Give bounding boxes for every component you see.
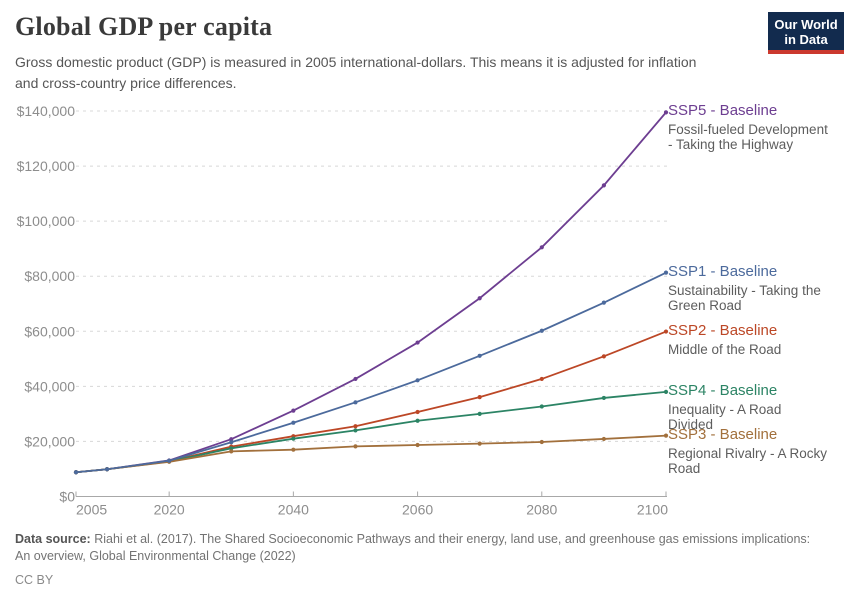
data-point-ssp1-2010[interactable]	[104, 467, 110, 472]
series-description-ssp4-line-1: Inequality - A Road	[668, 401, 782, 417]
series-description-ssp3-line-2: Road	[668, 460, 701, 476]
license-badge[interactable]: CC BY	[15, 573, 54, 587]
data-point-ssp2-2050[interactable]	[353, 424, 358, 429]
data-point-ssp1-2100[interactable]	[663, 270, 669, 275]
data-point-ssp5-2100[interactable]	[663, 110, 669, 115]
data-point-ssp4-2100[interactable]	[663, 389, 669, 394]
data-point-ssp3-2060[interactable]	[415, 442, 420, 448]
subtitle-line-1: Gross domestic product (GDP) is measured…	[15, 54, 697, 70]
data-source-line-2: An overview, Global Environmental Change…	[15, 549, 296, 563]
data-point-ssp1-2030[interactable]	[229, 440, 234, 445]
data-point-ssp2-2060[interactable]	[415, 409, 420, 415]
data-point-ssp3-2100[interactable]	[663, 433, 669, 438]
data-point-ssp5-2070[interactable]	[477, 296, 482, 301]
data-point-ssp1-2050[interactable]	[353, 400, 358, 405]
x-tick-label: 2080	[526, 502, 557, 518]
x-tick-label: 2005	[76, 502, 107, 518]
series-name-ssp2: SSP2 - Baseline	[668, 321, 778, 339]
data-point-ssp4-2030[interactable]	[229, 446, 234, 451]
data-point-ssp5-2040[interactable]	[291, 408, 296, 413]
data-source-text: Riahi et al. (2017). The Shared Socioeco…	[94, 532, 811, 546]
data-point-ssp3-2090[interactable]	[601, 436, 606, 442]
data-point-ssp5-2060[interactable]	[415, 340, 420, 345]
series-name-ssp1: SSP1 - Baseline	[668, 262, 778, 280]
data-point-ssp1-2020[interactable]	[167, 458, 172, 463]
data-point-ssp3-2030[interactable]	[229, 449, 234, 454]
data-point-ssp4-2040[interactable]	[291, 436, 296, 441]
y-tick-label: $40,000	[24, 378, 75, 394]
chart-footer: Data source: Riahi et al. (2017). The Sh…	[15, 531, 810, 589]
series-description-ssp1-line-2: Green Road	[668, 297, 742, 313]
data-point-ssp5-2090[interactable]	[601, 183, 606, 188]
y-tick-label: $80,000	[24, 268, 75, 284]
data-source-label: Data source:	[15, 532, 91, 546]
y-tick-label: $60,000	[24, 323, 75, 339]
data-point-ssp2-2080[interactable]	[539, 376, 544, 382]
data-point-ssp1-2060[interactable]	[415, 378, 420, 383]
owid-logo[interactable]: Our World in Data	[768, 12, 844, 54]
data-point-ssp5-2030[interactable]	[229, 437, 234, 442]
series-name-ssp3: SSP3 - Baseline	[668, 425, 778, 443]
data-point-ssp1-2040[interactable]	[291, 420, 296, 425]
data-point-ssp3-2070[interactable]	[477, 441, 482, 446]
series-line-ssp1[interactable]	[75, 271, 667, 474]
data-point-ssp2-2100[interactable]	[663, 329, 669, 334]
y-tick-label: $100,000	[17, 213, 76, 229]
data-point-ssp3-2050[interactable]	[353, 444, 358, 449]
data-source-line-1: Data source: Riahi et al. (2017). The Sh…	[15, 531, 810, 548]
series-description-ssp2-line-1: Middle of the Road	[668, 341, 782, 357]
data-point-ssp4-2080[interactable]	[539, 404, 544, 409]
y-tick-label: $0	[59, 489, 75, 505]
data-point-ssp4-2050[interactable]	[353, 428, 358, 433]
series-name-ssp4: SSP4 - Baseline	[668, 381, 778, 399]
x-tick-label: 2020	[154, 502, 185, 518]
series-label-ssp1[interactable]: SSP1 - Baseline Sustainability - Taking t…	[668, 262, 846, 313]
chart-subtitle: Gross domestic product (GDP) is measured…	[15, 52, 696, 94]
x-tick-label: 2100	[637, 502, 668, 518]
data-point-ssp3-2080[interactable]	[539, 439, 544, 445]
series-description-ssp3-line-1: Regional Rivalry - A Rocky	[668, 445, 828, 461]
y-tick-label: $20,000	[24, 433, 75, 449]
data-point-ssp1-2070[interactable]	[477, 353, 482, 358]
data-point-ssp1-2005[interactable]	[73, 470, 79, 475]
owid-logo-line-1: Our World	[774, 17, 838, 32]
data-point-ssp5-2080[interactable]	[539, 245, 544, 250]
series-description-ssp5-line-2: - Taking the Highway	[668, 137, 794, 153]
series-label-ssp2[interactable]: SSP2 - Baseline Middle of the Road	[668, 321, 846, 357]
y-tick-label: $140,000	[17, 103, 76, 119]
data-point-ssp4-2060[interactable]	[415, 418, 420, 423]
series-description-ssp4-line-2: Divided	[668, 416, 714, 432]
data-point-ssp4-2090[interactable]	[601, 395, 606, 401]
data-point-ssp2-2070[interactable]	[477, 394, 482, 400]
x-tick-label: 2060	[402, 502, 433, 518]
data-point-ssp5-2050[interactable]	[353, 376, 358, 382]
series-label-ssp3[interactable]: SSP3 - Baseline Regional Rivalry - A Rock…	[668, 425, 846, 476]
owid-logo-line-2: in Data	[784, 32, 828, 47]
series-label-ssp5[interactable]: SSP5 - Baseline Fossil-fueled Development…	[668, 102, 846, 153]
page-title: Global GDP per capita	[15, 12, 273, 41]
series-name-ssp5: SSP5 - Baseline	[668, 102, 778, 120]
data-point-ssp2-2090[interactable]	[601, 354, 606, 359]
y-tick-label: $120,000	[17, 158, 76, 174]
series-label-ssp4[interactable]: SSP4 - Baseline Inequality - A Road Divide…	[668, 381, 846, 432]
series-description-ssp5-line-1: Fossil-fueled Development	[668, 122, 828, 138]
subtitle-line-2: and cross-country price differences.	[15, 75, 237, 91]
data-point-ssp1-2090[interactable]	[601, 300, 606, 305]
data-point-ssp1-2080[interactable]	[539, 328, 544, 333]
data-point-ssp4-2070[interactable]	[477, 411, 482, 416]
data-point-ssp3-2040[interactable]	[291, 447, 296, 452]
x-tick-label: 2040	[278, 502, 309, 518]
series-description-ssp1-line-1: Sustainability - Taking the	[668, 282, 821, 298]
